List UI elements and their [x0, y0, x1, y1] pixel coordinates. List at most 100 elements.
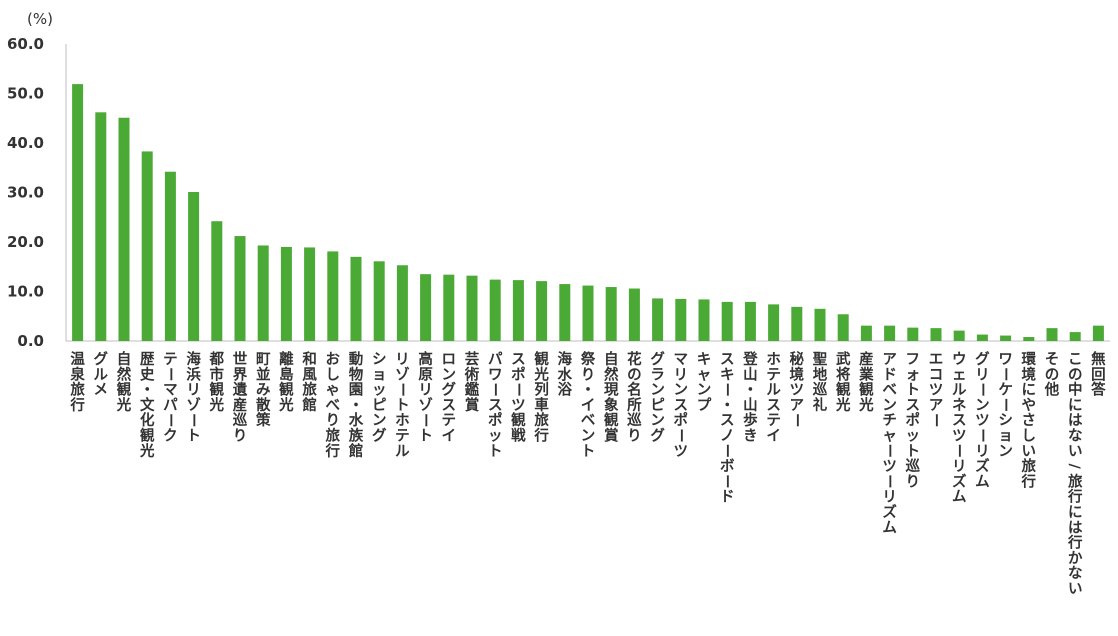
x-category-label-glyph: ー: [185, 413, 201, 428]
x-category-label: アドベンチャ ツ リズム: [882, 352, 897, 536]
bar: [721, 301, 733, 341]
x-category-label: 動物園・水族館: [349, 351, 364, 460]
x-category-label-glyph: ー: [950, 444, 966, 459]
x-category-label: 産業観光: [858, 350, 874, 414]
x-category-label-glyph: ー: [509, 382, 525, 397]
bar: [72, 84, 84, 341]
x-category-label: スキ ・スノ ボ ド: [720, 352, 735, 506]
bar: [675, 298, 687, 341]
y-tick-label: 20.0: [7, 233, 44, 251]
x-category-label-glyph: /: [1066, 463, 1082, 469]
x-category-label-glyph: ー: [417, 413, 433, 428]
x-category-label-glyph: ー: [973, 428, 989, 443]
y-tick-label: 50.0: [7, 85, 44, 103]
x-category-label: グランピング: [650, 350, 665, 445]
bar: [188, 192, 200, 341]
x-category-label-glyph: ー: [161, 413, 177, 428]
bar: [95, 112, 107, 341]
x-category-label: 海浜リゾ ト: [186, 350, 201, 445]
x-category-label: 世界遺産巡り: [233, 350, 248, 445]
bar: [768, 304, 780, 341]
bar: [211, 221, 223, 341]
y-tick-label: 0.0: [17, 332, 44, 350]
bar: [791, 306, 803, 341]
bar: [164, 171, 176, 341]
bar: [420, 274, 432, 341]
x-category-label: エコツア: [929, 352, 944, 429]
x-category-label: グルメ: [94, 350, 109, 399]
bar: [930, 328, 942, 341]
x-category-label-glyph: ー: [997, 367, 1013, 382]
x-category-label: マリンスポ ツ: [674, 352, 689, 460]
x-category-label-glyph: ー: [788, 413, 804, 428]
x-category-label-glyph: ー: [718, 474, 734, 489]
bar: [373, 261, 385, 341]
x-category-label: おしゃべり旅行: [325, 351, 341, 460]
x-category-label-glyph: ー: [881, 444, 897, 459]
x-category-label: リゾ トホテル: [395, 352, 410, 460]
x-category-label-glyph: ー: [672, 428, 688, 443]
bars: [72, 84, 1104, 341]
bar: [304, 247, 316, 341]
x-category-label: 歴史・文化観光: [139, 351, 155, 460]
bar: [257, 245, 269, 341]
bar: [350, 256, 362, 341]
x-category-label: 無回答: [1091, 350, 1106, 399]
bar: [536, 281, 548, 341]
bar: [605, 287, 617, 341]
x-category-label: ショッピング: [372, 352, 387, 445]
bar: [489, 279, 501, 341]
bar: [953, 330, 965, 341]
x-category-label: 聖地巡礼: [813, 351, 828, 414]
x-category-label: 和風旅館: [302, 351, 317, 414]
bar: [744, 301, 756, 341]
bar: [698, 299, 710, 341]
bar: [234, 236, 246, 341]
y-axis-unit-label: (%): [27, 10, 53, 28]
bar: [280, 246, 292, 341]
x-category-label-glyph: ー: [393, 382, 409, 397]
x-category-label: 海水浴: [558, 350, 573, 399]
bar: [582, 285, 594, 341]
x-category-label: テ マパ ク: [163, 352, 178, 445]
x-category-label-glyph: ー: [486, 382, 502, 397]
x-category-label-glyph: ー: [881, 474, 897, 489]
x-category-label: 観光列車旅行: [533, 350, 549, 445]
bar: [512, 280, 524, 341]
x-category-label: 環境にやさしい旅行: [1021, 351, 1037, 490]
x-category-label: スポ ツ観戦: [511, 352, 526, 445]
x-category-label: グリ ンツ リズム: [975, 350, 990, 490]
bar: [396, 265, 408, 341]
bar: [443, 274, 455, 341]
y-tick-label: 60.0: [7, 35, 44, 53]
x-category-label: フォトスポット巡り: [906, 352, 921, 490]
x-category-label: ワ ケ ション: [998, 352, 1013, 460]
x-category-label: パワ スポット: [488, 351, 503, 460]
bar: [907, 327, 919, 341]
x-category-label: 花の名所巡り: [627, 350, 642, 445]
bar: [559, 284, 571, 341]
x-category-label: 離島観光: [278, 350, 294, 414]
x-category-label: この中にはない 旅行には行かない: [1067, 352, 1083, 598]
x-category-label: 自然現象観賞: [604, 350, 619, 445]
x-category-label: 温泉旅行: [69, 351, 85, 414]
x-category-label: キャンプ: [697, 352, 712, 414]
bar: [652, 298, 664, 341]
x-category-label: その他: [1044, 352, 1060, 399]
x-category-label-glyph: ー: [161, 367, 177, 382]
x-category-label: 秘境ツア: [790, 350, 805, 429]
x-category-label: ロングステイ: [442, 352, 457, 445]
x-category-label: 登山・山歩き: [742, 350, 758, 445]
bar: [814, 308, 826, 341]
x-category-label: 祭り・イベント: [581, 350, 596, 460]
x-category-label: 町並み散策: [255, 352, 271, 429]
y-tick-label: 10.0: [7, 283, 44, 301]
x-category-label-glyph: ー: [973, 382, 989, 397]
bar: [327, 251, 339, 341]
bar: [860, 325, 872, 341]
x-category-label-glyph: ー: [718, 382, 734, 397]
y-tick-label: 40.0: [7, 134, 44, 152]
x-category-label: 武将観光: [835, 350, 851, 414]
